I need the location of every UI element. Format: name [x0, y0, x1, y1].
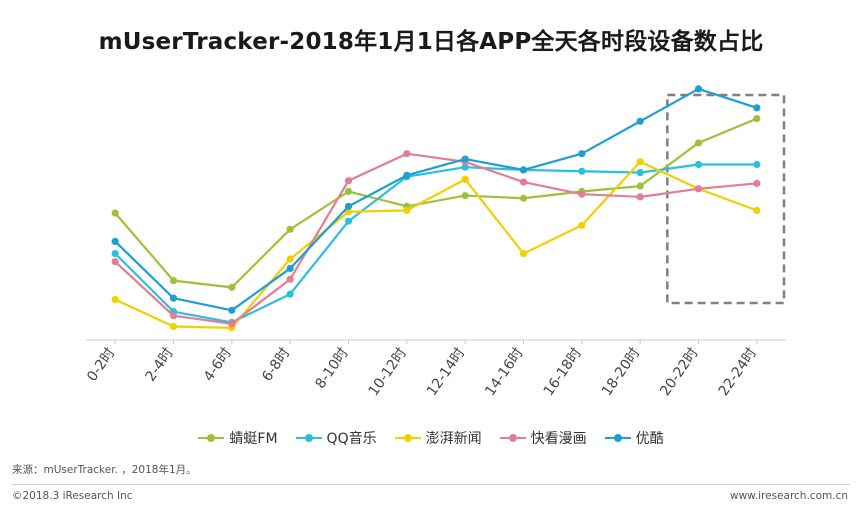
line-chart: 0-2时 2-4时 4-6时 6-8时 8-10时 10-12时 12-14时 14-16时 1…	[84, 85, 786, 399]
x-tick-label: 8-10时	[312, 345, 351, 392]
data-point	[636, 169, 644, 177]
data-point	[228, 283, 236, 291]
data-point	[286, 264, 294, 273]
legend-swatch	[198, 432, 225, 444]
legend-swatch	[394, 432, 421, 444]
website-url: www.iresearch.com.cn	[729, 490, 848, 502]
data-point	[111, 237, 119, 246]
data-point	[111, 295, 119, 304]
footer-divider	[12, 484, 850, 485]
data-point	[344, 187, 353, 196]
legend-label: 优酷	[635, 431, 664, 447]
data-point	[636, 117, 644, 125]
x-tick-label: 20-22时	[657, 345, 701, 399]
data-point	[344, 202, 353, 210]
data-point	[519, 166, 528, 174]
data-point	[286, 290, 294, 298]
legend-item: QQ音乐	[295, 428, 377, 448]
x-tick-label: 4-6时	[201, 345, 235, 384]
data-point	[753, 115, 761, 123]
legend-label: 蜻蜓FM	[229, 431, 278, 447]
data-point	[753, 160, 761, 169]
data-point	[111, 209, 119, 217]
data-point	[228, 320, 236, 328]
data-point	[753, 206, 761, 214]
data-point	[578, 150, 586, 158]
data-point	[694, 160, 703, 169]
data-point	[461, 163, 469, 171]
legend-label: QQ音乐	[326, 431, 377, 447]
data-point	[403, 171, 411, 179]
data-point	[519, 194, 528, 202]
legend-item: 优酷	[604, 428, 664, 448]
data-point	[694, 85, 703, 93]
x-tick-label: 18-20时	[599, 345, 643, 399]
series-line	[114, 87, 758, 312]
data-point	[461, 175, 469, 183]
data-point	[111, 250, 119, 258]
data-point	[753, 104, 761, 112]
data-point	[461, 191, 469, 200]
data-point	[111, 258, 119, 266]
series-line	[114, 152, 757, 325]
legend-item: 快看漫画	[499, 428, 587, 448]
data-point	[169, 322, 178, 331]
x-tick-label: 10-12时	[366, 345, 410, 399]
data-point	[461, 155, 469, 163]
legend-label: 快看漫画	[530, 431, 587, 447]
data-point	[286, 255, 294, 263]
series-line	[114, 160, 758, 329]
x-tick-label: 2-4时	[143, 345, 177, 384]
data-point	[344, 217, 353, 225]
data-point	[169, 277, 178, 285]
chart-title: mUserTracker-2018年1月1日各APP全天各时段设备数占比	[98, 29, 764, 55]
data-point	[694, 185, 703, 193]
data-point	[578, 221, 586, 229]
data-point	[636, 182, 644, 190]
data-point	[403, 150, 411, 158]
data-point	[519, 250, 528, 258]
data-point	[344, 177, 353, 185]
legend-item: 澎湃新闻	[394, 428, 482, 448]
data-point	[578, 167, 586, 175]
data-point	[636, 193, 644, 201]
data-point	[578, 190, 586, 198]
legend-item: 蜻蜓FM	[198, 428, 278, 448]
legend-label: 澎湃新闻	[425, 431, 482, 447]
data-point	[169, 312, 178, 320]
copyright-text: ©2018.3 iResearch Inc	[12, 490, 133, 502]
x-tick-label: 16-18时	[541, 345, 585, 399]
data-point	[694, 139, 703, 147]
series-line	[114, 163, 757, 324]
data-point	[753, 179, 761, 187]
x-tick-label: 12-14时	[424, 345, 468, 399]
highlight-box	[666, 93, 786, 305]
data-point	[636, 158, 644, 166]
series-line	[114, 117, 758, 289]
data-point	[169, 294, 178, 302]
data-point	[519, 178, 528, 186]
x-tick-label: 14-16时	[482, 345, 526, 399]
legend-swatch	[295, 432, 322, 444]
chart-legend: 蜻蜓FM QQ音乐 澎湃新闻 快看漫画 优酷	[0, 428, 862, 448]
legend-swatch	[499, 432, 526, 444]
data-point	[403, 206, 411, 214]
legend-swatch	[604, 432, 631, 444]
source-note: 来源：mUserTracker. ，2018年1月。	[12, 464, 197, 476]
x-tick-label: 6-8时	[259, 345, 293, 384]
data-point	[228, 306, 236, 314]
x-tick-label: 0-2时	[84, 345, 118, 384]
data-point	[286, 225, 294, 233]
data-point	[344, 208, 353, 216]
data-point	[286, 275, 294, 283]
x-tick-label: 22-24时	[716, 345, 760, 399]
